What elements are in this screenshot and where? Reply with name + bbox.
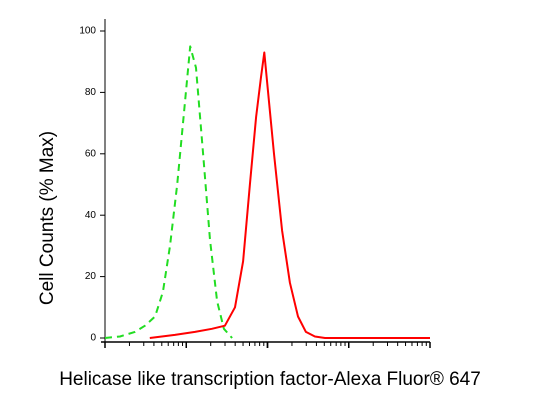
y-tick-label: 60 — [85, 148, 97, 159]
y-axis-label: Cell Counts (% Max) — [37, 131, 58, 305]
y-tick-label: 40 — [85, 210, 97, 221]
y-tick-label: 0 — [90, 333, 96, 344]
series-line — [104, 45, 233, 339]
series-line — [149, 51, 430, 339]
x-axis-label: Helicase like transcription factor-Alexa… — [59, 369, 481, 390]
y-tick-label: 80 — [85, 87, 97, 98]
y-tick-label: 20 — [85, 271, 97, 282]
y-tick-label: 100 — [79, 26, 96, 37]
